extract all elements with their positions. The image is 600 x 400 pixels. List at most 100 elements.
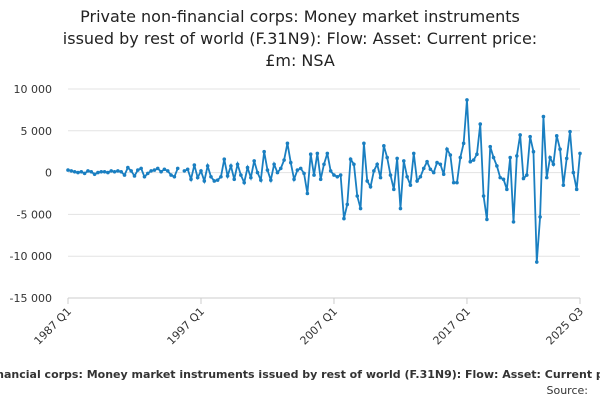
- x-tick-label: 2017 Q1: [431, 305, 474, 348]
- legend-entry: Private non-financial corps: Money marke…: [0, 368, 600, 381]
- data-point: [136, 168, 140, 172]
- x-tick-label: 1997 Q1: [165, 305, 208, 348]
- data-point: [239, 173, 243, 177]
- data-point: [405, 174, 409, 179]
- data-point: [112, 169, 117, 174]
- data-point: [282, 158, 286, 162]
- data-point: [315, 151, 320, 156]
- data-point: [169, 173, 173, 177]
- data-point: [305, 191, 310, 196]
- data-point: [202, 179, 207, 183]
- data-point: [312, 173, 316, 177]
- data-point: [408, 183, 413, 187]
- data-point: [455, 180, 459, 185]
- data-point: [554, 134, 559, 138]
- data-point: [126, 165, 130, 170]
- data-point: [491, 155, 496, 160]
- data-point: [249, 175, 253, 180]
- x-tick-label: 2007 Q1: [298, 305, 341, 348]
- data-point: [119, 169, 123, 174]
- data-point: [481, 194, 486, 198]
- data-point: [269, 178, 273, 182]
- data-point: [415, 179, 419, 183]
- data-point: [185, 167, 190, 172]
- data-point: [255, 170, 260, 175]
- data-point: [122, 173, 127, 177]
- data-point: [76, 170, 80, 175]
- data-point: [438, 162, 443, 167]
- data-point: [129, 169, 133, 173]
- data-point: [511, 220, 516, 224]
- data-point: [278, 166, 283, 171]
- data-point: [142, 174, 147, 179]
- data-point: [332, 173, 336, 177]
- data-point: [368, 185, 373, 189]
- data-point: [66, 168, 70, 172]
- x-tick-label: 2025 Q3: [544, 305, 587, 348]
- data-point: [468, 159, 473, 164]
- data-point: [441, 172, 446, 177]
- data-point: [458, 155, 463, 160]
- data-point: [152, 168, 157, 172]
- data-point: [219, 174, 223, 179]
- data-point: [232, 177, 237, 182]
- data-point: [335, 174, 340, 179]
- data-point: [451, 180, 456, 185]
- data-point: [538, 215, 542, 219]
- data-point: [401, 159, 406, 163]
- data-point: [245, 165, 250, 170]
- data-point: [86, 169, 90, 173]
- data-point: [155, 166, 160, 171]
- data-point: [205, 164, 210, 168]
- y-tick-label: -5 000: [17, 208, 52, 221]
- data-point: [392, 187, 396, 192]
- data-point: [72, 169, 77, 174]
- data-point: [149, 169, 153, 173]
- data-point: [421, 166, 426, 171]
- data-point: [189, 177, 193, 182]
- data-point: [222, 157, 227, 162]
- data-point: [292, 177, 296, 182]
- data-point: [395, 156, 399, 161]
- data-point: [534, 260, 539, 264]
- data-point: [82, 171, 87, 176]
- data-point: [568, 129, 572, 134]
- data-point: [365, 179, 370, 183]
- data-point: [528, 134, 532, 139]
- data-point: [561, 183, 566, 187]
- y-tick-label: 10 000: [14, 83, 53, 96]
- data-point: [428, 167, 433, 172]
- data-point: [235, 162, 240, 167]
- data-point: [338, 173, 343, 177]
- data-point: [298, 166, 303, 171]
- data-point: [345, 202, 350, 207]
- data-point: [79, 169, 84, 174]
- data-point: [229, 164, 233, 168]
- data-point: [501, 177, 506, 182]
- y-tick-label: -15 000: [10, 292, 52, 305]
- data-point: [192, 163, 197, 167]
- y-tick-label: -10 000: [10, 250, 52, 263]
- data-point: [385, 155, 389, 160]
- data-point: [308, 152, 313, 157]
- data-point: [531, 149, 536, 154]
- data-point: [162, 167, 167, 172]
- chart-title: issued by rest of world (F.31N9): Flow: …: [63, 29, 537, 48]
- y-tick-label: 5 000: [21, 125, 53, 138]
- chart-title: £m: NSA: [265, 51, 335, 70]
- data-point: [322, 162, 326, 167]
- y-tick-label: 0: [45, 167, 52, 180]
- data-point: [471, 158, 476, 162]
- data-point: [508, 155, 512, 160]
- data-point: [398, 206, 403, 211]
- data-point: [348, 157, 353, 162]
- data-point: [518, 133, 522, 137]
- data-point: [242, 180, 247, 185]
- data-point: [425, 159, 429, 164]
- data-point: [465, 98, 469, 102]
- data-point: [159, 169, 163, 174]
- data-point: [69, 169, 74, 173]
- x-tick-label: 1987 Q1: [32, 305, 75, 348]
- data-point: [106, 170, 110, 175]
- data-point: [548, 155, 552, 160]
